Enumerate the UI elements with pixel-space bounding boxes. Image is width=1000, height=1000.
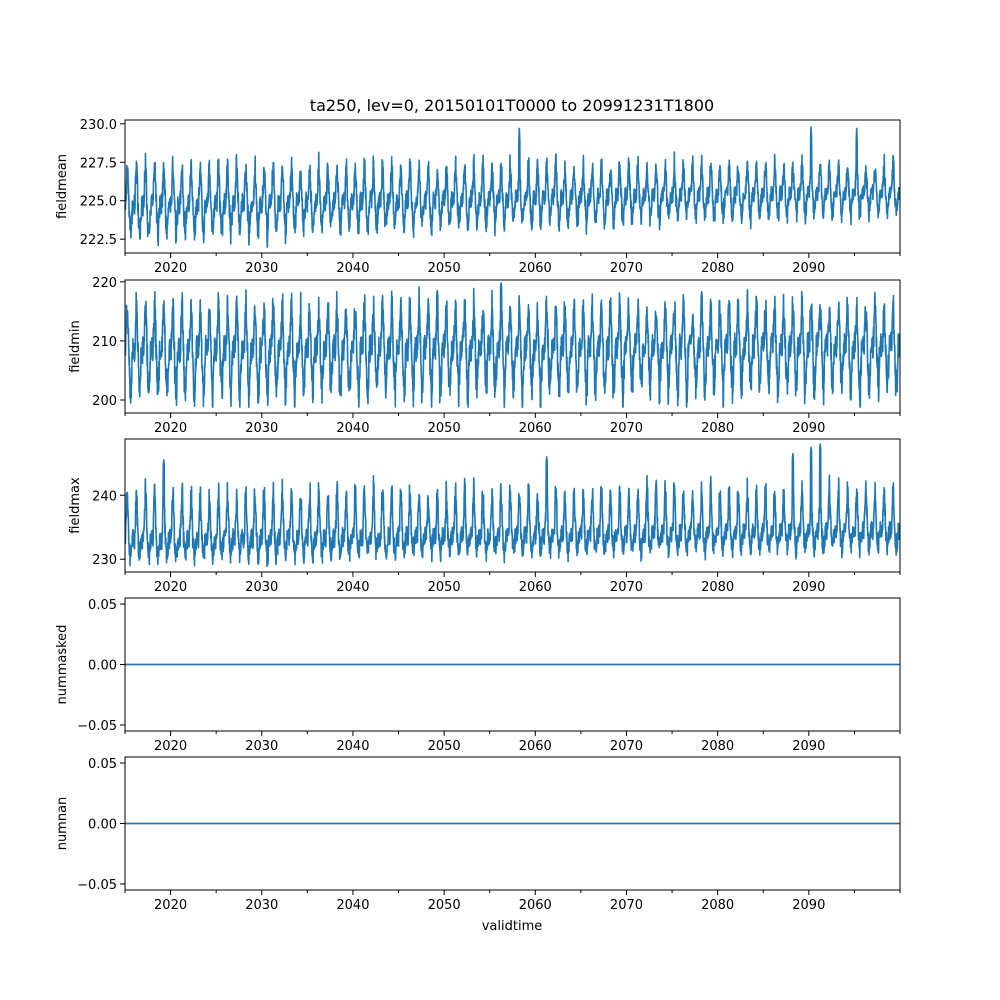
x-tick-label: 2060 — [519, 580, 552, 595]
y-tick-label: 230 — [92, 553, 117, 568]
x-tick-label: 2080 — [701, 261, 734, 276]
y-axis-label-fieldmax: fieldmax — [68, 477, 83, 534]
subplot-stack: 2020 2030 2040 2050 2060 2070 2080 2090 222.5 225… — [55, 118, 901, 913]
panel-numnan: 2020 2030 2040 2050 2060 2070 2080 2090 −0.05 0.0… — [55, 756, 901, 913]
x-tick-label: 2080 — [701, 580, 734, 595]
x-tick-label: 2090 — [792, 898, 825, 913]
x-tick-label: 2070 — [610, 421, 643, 436]
x-tick-label: 2070 — [610, 261, 643, 276]
x-tick-label: 2030 — [245, 580, 278, 595]
y-axis-label-fieldmean: fieldmean — [55, 154, 70, 219]
y-axis-label-nummasked: nummasked — [55, 625, 70, 705]
axes-frame-fieldmin — [124, 279, 901, 414]
axes-frame-fieldmean — [124, 119, 901, 254]
x-tick-label: 2090 — [792, 421, 825, 436]
x-tick-label: 2020 — [154, 580, 187, 595]
x-tick-label: 2060 — [519, 739, 552, 754]
series-line-fieldmean — [125, 126, 900, 248]
y-axis-label-numnan: numnan — [55, 797, 70, 851]
x-tick-label: 2040 — [336, 421, 369, 436]
x-tick-label: 2080 — [701, 898, 734, 913]
x-tick-label: 2030 — [245, 261, 278, 276]
panel-fieldmin: 2020 2030 2040 2050 2060 2070 2080 2090 200 210 22… — [68, 276, 901, 436]
x-tick-label: 2050 — [428, 898, 461, 913]
x-tick-label: 2020 — [154, 261, 187, 276]
x-tick-label: 2050 — [428, 580, 461, 595]
y-tick-label: 222.5 — [80, 233, 117, 248]
x-tick-label: 2040 — [336, 898, 369, 913]
panel-fieldmean: 2020 2030 2040 2050 2060 2070 2080 2090 222.5 225… — [55, 118, 901, 276]
y-tick-label: 0.05 — [88, 757, 117, 772]
x-tick-label: 2080 — [701, 421, 734, 436]
x-tick-label: 2090 — [792, 261, 825, 276]
x-tick-label: 2070 — [610, 898, 643, 913]
y-axis-label-fieldmin: fieldmin — [68, 320, 83, 373]
y-tick-label: 210 — [92, 335, 117, 350]
x-tick-label: 2060 — [519, 898, 552, 913]
x-tick-label: 2070 — [610, 580, 643, 595]
y-tick-label: 0.05 — [88, 598, 117, 613]
panel-nummasked: 2020 2030 2040 2050 2060 2070 2080 2090 −0.05 0.0… — [55, 597, 901, 754]
y-tick-label: −0.05 — [77, 719, 117, 734]
y-tick-label: 0.00 — [88, 818, 117, 833]
x-tick-label: 2040 — [336, 739, 369, 754]
y-tick-label: 240 — [92, 489, 117, 504]
x-tick-label: 2030 — [245, 421, 278, 436]
x-tick-label: 2020 — [154, 739, 187, 754]
series-line-fieldmax — [125, 443, 900, 568]
x-tick-label: 2080 — [701, 739, 734, 754]
panel-fieldmax: 2020 2030 2040 2050 2060 2070 2080 2090 230 240 fi… — [68, 438, 901, 595]
x-tick-label: 2030 — [245, 739, 278, 754]
x-tick-label: 2060 — [519, 421, 552, 436]
series-line-fieldmin — [125, 282, 900, 408]
x-tick-label: 2020 — [154, 898, 187, 913]
axes-frame-fieldmax — [124, 438, 901, 573]
x-axis-label: validtime — [482, 919, 543, 934]
y-tick-label: 227.5 — [80, 156, 117, 171]
y-tick-label: 230.0 — [80, 118, 117, 133]
y-tick-label: −0.05 — [77, 878, 117, 893]
y-tick-label: 225.0 — [80, 195, 117, 210]
x-tick-label: 2040 — [336, 580, 369, 595]
x-tick-label: 2050 — [428, 739, 461, 754]
y-tick-label: 0.00 — [88, 659, 117, 674]
x-tick-label: 2090 — [792, 580, 825, 595]
x-tick-label: 2040 — [336, 261, 369, 276]
x-tick-label: 2090 — [792, 739, 825, 754]
x-tick-label: 2070 — [610, 739, 643, 754]
y-tick-label: 200 — [92, 394, 117, 409]
x-tick-label: 2050 — [428, 261, 461, 276]
y-tick-label: 220 — [92, 276, 117, 291]
x-tick-label: 2060 — [519, 261, 552, 276]
x-tick-label: 2030 — [245, 898, 278, 913]
x-tick-label: 2020 — [154, 421, 187, 436]
x-tick-label: 2050 — [428, 421, 461, 436]
chart-title: ta250, lev=0, 20150101T0000 to 20991231T… — [310, 96, 714, 115]
